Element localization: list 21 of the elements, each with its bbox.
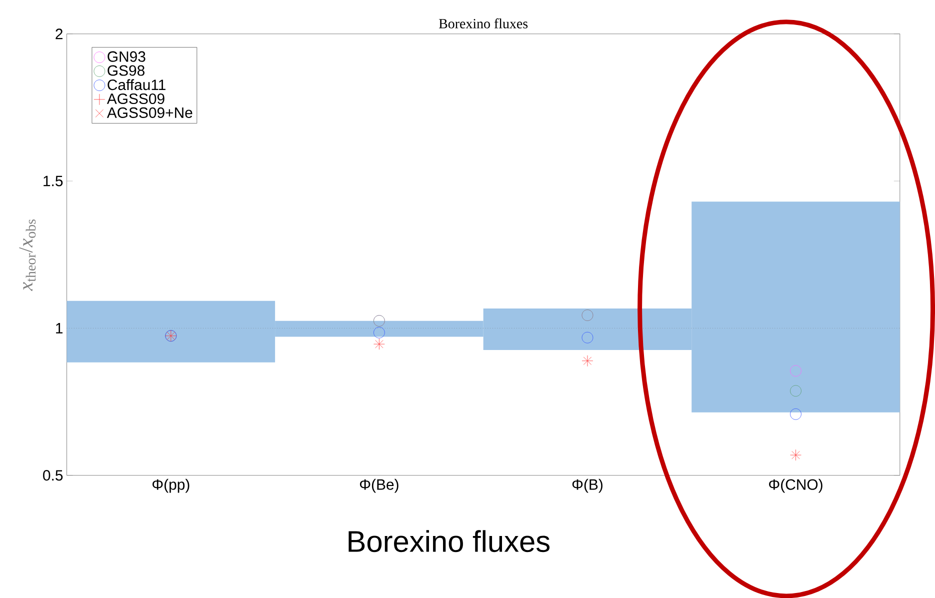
y-tick-label: 1 <box>56 322 63 334</box>
point <box>790 385 802 396</box>
y-tick-label: 2 <box>56 28 62 40</box>
point <box>374 326 385 338</box>
x-tick-label: Φ(pp) <box>152 478 190 493</box>
legend-label: AGSS09+Ne <box>106 107 192 118</box>
legend-label: GS98 <box>108 65 144 76</box>
y-tick-label: 0.5 <box>43 470 63 481</box>
point <box>582 332 594 344</box>
point <box>790 408 802 420</box>
legend-label: AGSS09 <box>106 93 164 104</box>
y-tick-label: 1.5 <box>44 176 63 186</box>
chart-title: Borexino fluxes <box>438 18 528 28</box>
legend-label: Caffau11 <box>108 79 166 90</box>
x-tick-label: Φ(CNO) <box>769 478 822 493</box>
x-tick-label: Φ(Be) <box>360 478 398 493</box>
point <box>790 365 802 376</box>
x-tick-label: Φ(B) <box>572 478 602 493</box>
text: Borexino fluxes <box>348 530 550 552</box>
legend-label: GN93 <box>108 51 146 62</box>
y-axis-title: x$_{theor}$/x$_{obs}$ <box>19 219 36 291</box>
